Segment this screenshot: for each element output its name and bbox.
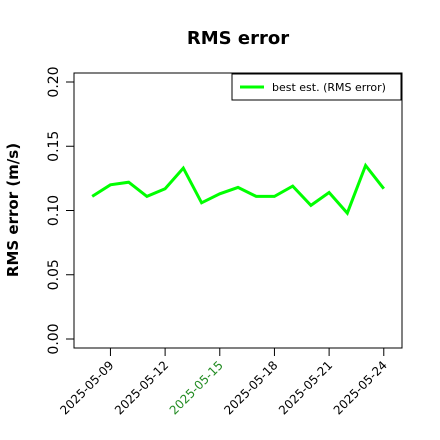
- x-tick-label: 2025-05-15: [167, 358, 226, 417]
- legend-label: best est. (RMS error): [272, 81, 386, 94]
- plot-frame: [73, 72, 403, 349]
- y-tick-label: 0.20: [46, 66, 62, 97]
- chart-title: RMS error: [187, 28, 289, 49]
- x-tick-label: 2025-05-18: [221, 358, 280, 417]
- x-tick-label: 2025-05-24: [331, 358, 390, 417]
- x-tick-label: 2025-05-21: [276, 358, 335, 417]
- y-tick-label: 0.00: [46, 323, 62, 354]
- y-tick-label: 0.15: [46, 131, 62, 162]
- series-line: [91, 162, 385, 216]
- y-tick-label: 0.05: [46, 259, 62, 290]
- series-layer: [91, 162, 385, 216]
- x-axis: 2025-05-092025-05-122025-05-152025-05-18…: [57, 348, 390, 417]
- legend: best est. (RMS error): [231, 73, 402, 101]
- x-tick-label: 2025-05-12: [112, 358, 171, 417]
- y-tick-label: 0.10: [46, 195, 62, 226]
- y-axis: 0.00 0.05 0.10 0.15 0.20: [46, 66, 74, 355]
- y-axis-label: RMS error (m/s): [4, 143, 22, 277]
- x-tick-label: 2025-05-09: [57, 358, 116, 417]
